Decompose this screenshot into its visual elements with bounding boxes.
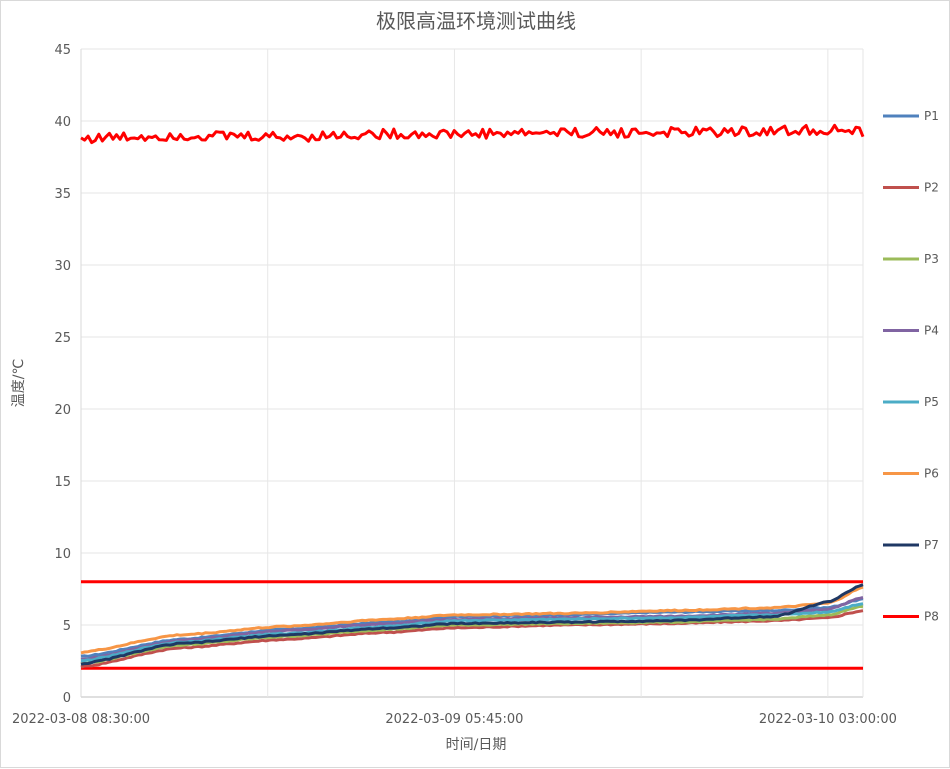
legend-label-p8: P8 [924, 610, 939, 624]
grid-layer [80, 48, 864, 698]
legend-label-p1: P1 [924, 109, 939, 123]
series-line-p6 [80, 585, 864, 655]
x-axis-title: 时间/日期 [446, 737, 507, 753]
y-axis-title: 温度/℃ [11, 359, 27, 407]
legend: P1 P2 P3 P4 P5 P6 P7 P8 [883, 109, 939, 624]
chart-title: 极限高温环境测试曲线 [376, 9, 576, 33]
series-line-p2 [80, 609, 864, 669]
series-layer [80, 123, 865, 669]
legend-label-p7: P7 [924, 538, 939, 552]
legend-label-p5: P5 [924, 395, 939, 409]
y-tick-label: 30 [54, 259, 71, 274]
y-tick-label: 25 [54, 331, 71, 346]
legend-label-p6: P6 [924, 467, 939, 481]
y-tick-label: 40 [54, 115, 71, 130]
series-line-p8 [80, 123, 865, 145]
y-tick-label: 15 [54, 475, 71, 490]
y-tick-label: 20 [54, 403, 71, 418]
y-tick-label: 5 [63, 619, 71, 634]
reference-lines [81, 580, 863, 670]
series-line-p7 [80, 583, 864, 666]
y-tick-label: 45 [54, 43, 71, 58]
y-axis: 0 5 10 15 20 25 30 35 40 45 [54, 43, 71, 706]
legend-label-p2: P2 [924, 181, 939, 195]
y-tick-label: 35 [54, 187, 71, 202]
y-tick-label: 0 [63, 691, 71, 706]
x-axis: 2022-03-08 08:30:00 2022-03-09 05:45:00 20… [12, 712, 897, 727]
x-tick-label: 2022-03-10 03:00:00 [759, 712, 897, 727]
legend-label-p4: P4 [924, 324, 939, 338]
x-tick-label: 2022-03-08 08:30:00 [12, 712, 150, 727]
y-tick-label: 10 [54, 547, 71, 562]
x-tick-label: 2022-03-09 05:45:00 [385, 712, 523, 727]
legend-label-p3: P3 [924, 252, 939, 266]
